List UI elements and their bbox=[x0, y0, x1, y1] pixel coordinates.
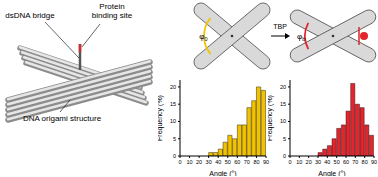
svg-text:20: 20 bbox=[170, 84, 176, 90]
svg-text:10: 10 bbox=[186, 159, 192, 165]
svg-text:10: 10 bbox=[280, 118, 286, 124]
svg-text:5: 5 bbox=[173, 136, 176, 142]
svg-text:20: 20 bbox=[306, 159, 312, 165]
svg-text:0: 0 bbox=[283, 153, 286, 159]
svg-text:60: 60 bbox=[343, 159, 349, 165]
svg-text:DNA origami structure: DNA origami structure bbox=[23, 114, 102, 123]
svg-text:TBP: TBP bbox=[273, 23, 287, 30]
svg-text:Angle (°): Angle (°) bbox=[318, 170, 345, 176]
svg-text:φ0: φ0 bbox=[199, 32, 207, 42]
svg-text:30: 30 bbox=[315, 159, 321, 165]
svg-text:20: 20 bbox=[196, 159, 202, 165]
svg-text:90: 90 bbox=[263, 159, 269, 165]
svg-text:10: 10 bbox=[296, 159, 302, 165]
svg-text:40: 40 bbox=[215, 159, 221, 165]
svg-text:60: 60 bbox=[234, 159, 240, 165]
svg-text:80: 80 bbox=[362, 159, 368, 165]
svg-text:5: 5 bbox=[283, 136, 286, 142]
svg-text:φb: φb bbox=[297, 32, 305, 42]
svg-text:Angle (°): Angle (°) bbox=[209, 170, 236, 176]
svg-text:Proteinbinding site: Proteinbinding site bbox=[92, 2, 133, 20]
svg-text:Frequency (%): Frequency (%) bbox=[268, 95, 274, 141]
svg-text:15: 15 bbox=[280, 101, 286, 107]
svg-text:15: 15 bbox=[170, 101, 176, 107]
svg-text:0: 0 bbox=[178, 159, 181, 165]
svg-text:50: 50 bbox=[334, 159, 340, 165]
svg-text:dsDNA bridge: dsDNA bridge bbox=[8, 11, 55, 20]
svg-text:70: 70 bbox=[244, 159, 250, 165]
svg-text:40: 40 bbox=[324, 159, 330, 165]
svg-text:50: 50 bbox=[225, 159, 231, 165]
svg-text:0: 0 bbox=[173, 153, 176, 159]
svg-text:30: 30 bbox=[206, 159, 212, 165]
svg-text:20: 20 bbox=[280, 84, 286, 90]
svg-text:Frequency (%): Frequency (%) bbox=[158, 95, 164, 141]
svg-text:0: 0 bbox=[288, 159, 291, 165]
svg-text:70: 70 bbox=[352, 159, 358, 165]
svg-text:80: 80 bbox=[253, 159, 259, 165]
svg-text:10: 10 bbox=[170, 118, 176, 124]
